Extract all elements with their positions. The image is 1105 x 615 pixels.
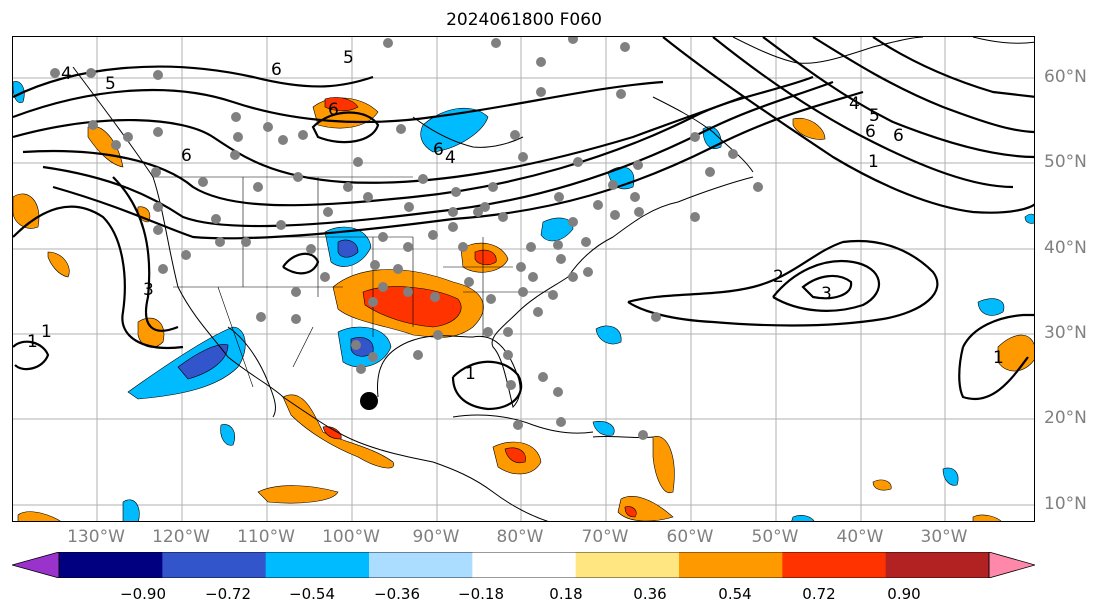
station-markers (50, 37, 763, 440)
contour-label: 6 (893, 126, 904, 146)
contour-label: 1 (993, 348, 1004, 368)
graticule (13, 37, 1034, 521)
colorbar-tick-label: 0.90 (887, 585, 921, 603)
longitude-label: 40°W (836, 527, 884, 547)
colorbar-tick-label: −0.18 (458, 585, 504, 603)
colorbar-segment (369, 552, 473, 578)
colorbar-min-extension (12, 552, 60, 578)
colorbar-segment (472, 552, 577, 578)
longitude-label: 70°W (581, 527, 629, 547)
contour-label: 5 (105, 74, 116, 94)
contour-label: 2 (773, 267, 784, 287)
contour-label: 4 (61, 64, 72, 84)
positive-anomaly-shading (13, 97, 1034, 521)
colorbar-segment (59, 552, 163, 578)
contour-label: 6 (328, 100, 339, 120)
colorbar-tick-label: 0.72 (802, 585, 836, 603)
latitude-label: 30°N (1044, 323, 1087, 343)
colorbar-tick-label: 0.54 (718, 585, 752, 603)
map-panel[interactable]: 4 5 6 6 6 6 5 4 1 2 3 3 1 1 6 5 4 6 1 1 (12, 36, 1035, 522)
contour-label: 5 (343, 48, 354, 68)
colorbar-tick-label: −0.90 (120, 585, 166, 603)
contour-label-group: 4 5 6 6 6 6 5 4 1 2 3 3 1 1 6 5 4 6 1 1 (27, 48, 1004, 384)
contour-label: 4 (849, 94, 860, 114)
colorbar (12, 552, 1035, 578)
longitude-label: 130°W (67, 527, 125, 547)
longitude-label: 60°W (666, 527, 714, 547)
contour-label: 1 (27, 332, 38, 352)
longitude-label: 50°W (751, 527, 799, 547)
colorbar-segment (679, 552, 783, 578)
latitude-label: 10°N (1044, 494, 1087, 514)
longitude-label: 30°W (920, 527, 968, 547)
contour-label: 1 (465, 364, 476, 384)
colorbar-max-extension (988, 552, 1035, 578)
height-contours (13, 37, 1034, 411)
latitude-label: 20°N (1044, 408, 1087, 428)
colorbar-tick-label: −0.54 (289, 585, 335, 603)
storm-center-marker (360, 392, 378, 410)
contour-label: 3 (143, 280, 154, 300)
contour-label: 3 (821, 284, 832, 304)
contour-label: 1 (41, 322, 52, 342)
colorbar-tick-label: −0.72 (205, 585, 251, 603)
contour-label: 6 (433, 140, 444, 160)
contour-label: 6 (271, 60, 282, 80)
contour-label: 1 (868, 152, 879, 172)
map-title: 2024061800 F060 (446, 10, 602, 30)
latitude-label: 60°N (1044, 67, 1087, 87)
contour-label: 5 (869, 106, 880, 126)
longitude-label: 110°W (237, 527, 295, 547)
colorbar-tick-label: −0.36 (374, 585, 420, 603)
contour-label: 6 (865, 122, 876, 142)
longitude-label: 100°W (322, 527, 380, 547)
longitude-label: 120°W (152, 527, 210, 547)
map-canvas: 4 5 6 6 6 6 5 4 1 2 3 3 1 1 6 5 4 6 1 1 (13, 37, 1034, 521)
latitude-label: 40°N (1044, 238, 1087, 258)
colorbar-tick-label: 0.18 (549, 585, 583, 603)
colorbar-tick-label: 0.36 (633, 585, 667, 603)
coastlines (72, 37, 1034, 521)
colorbar-segment (575, 552, 680, 578)
contour-label: 4 (445, 148, 456, 168)
colorbar-segment (162, 552, 267, 578)
colorbar-segment (885, 552, 990, 578)
colorbar-segment (782, 552, 887, 578)
colorbar-segment (265, 552, 370, 578)
contour-label: 6 (181, 146, 192, 166)
latitude-label: 50°N (1044, 152, 1087, 172)
longitude-label: 90°W (412, 527, 460, 547)
longitude-label: 80°W (496, 527, 544, 547)
